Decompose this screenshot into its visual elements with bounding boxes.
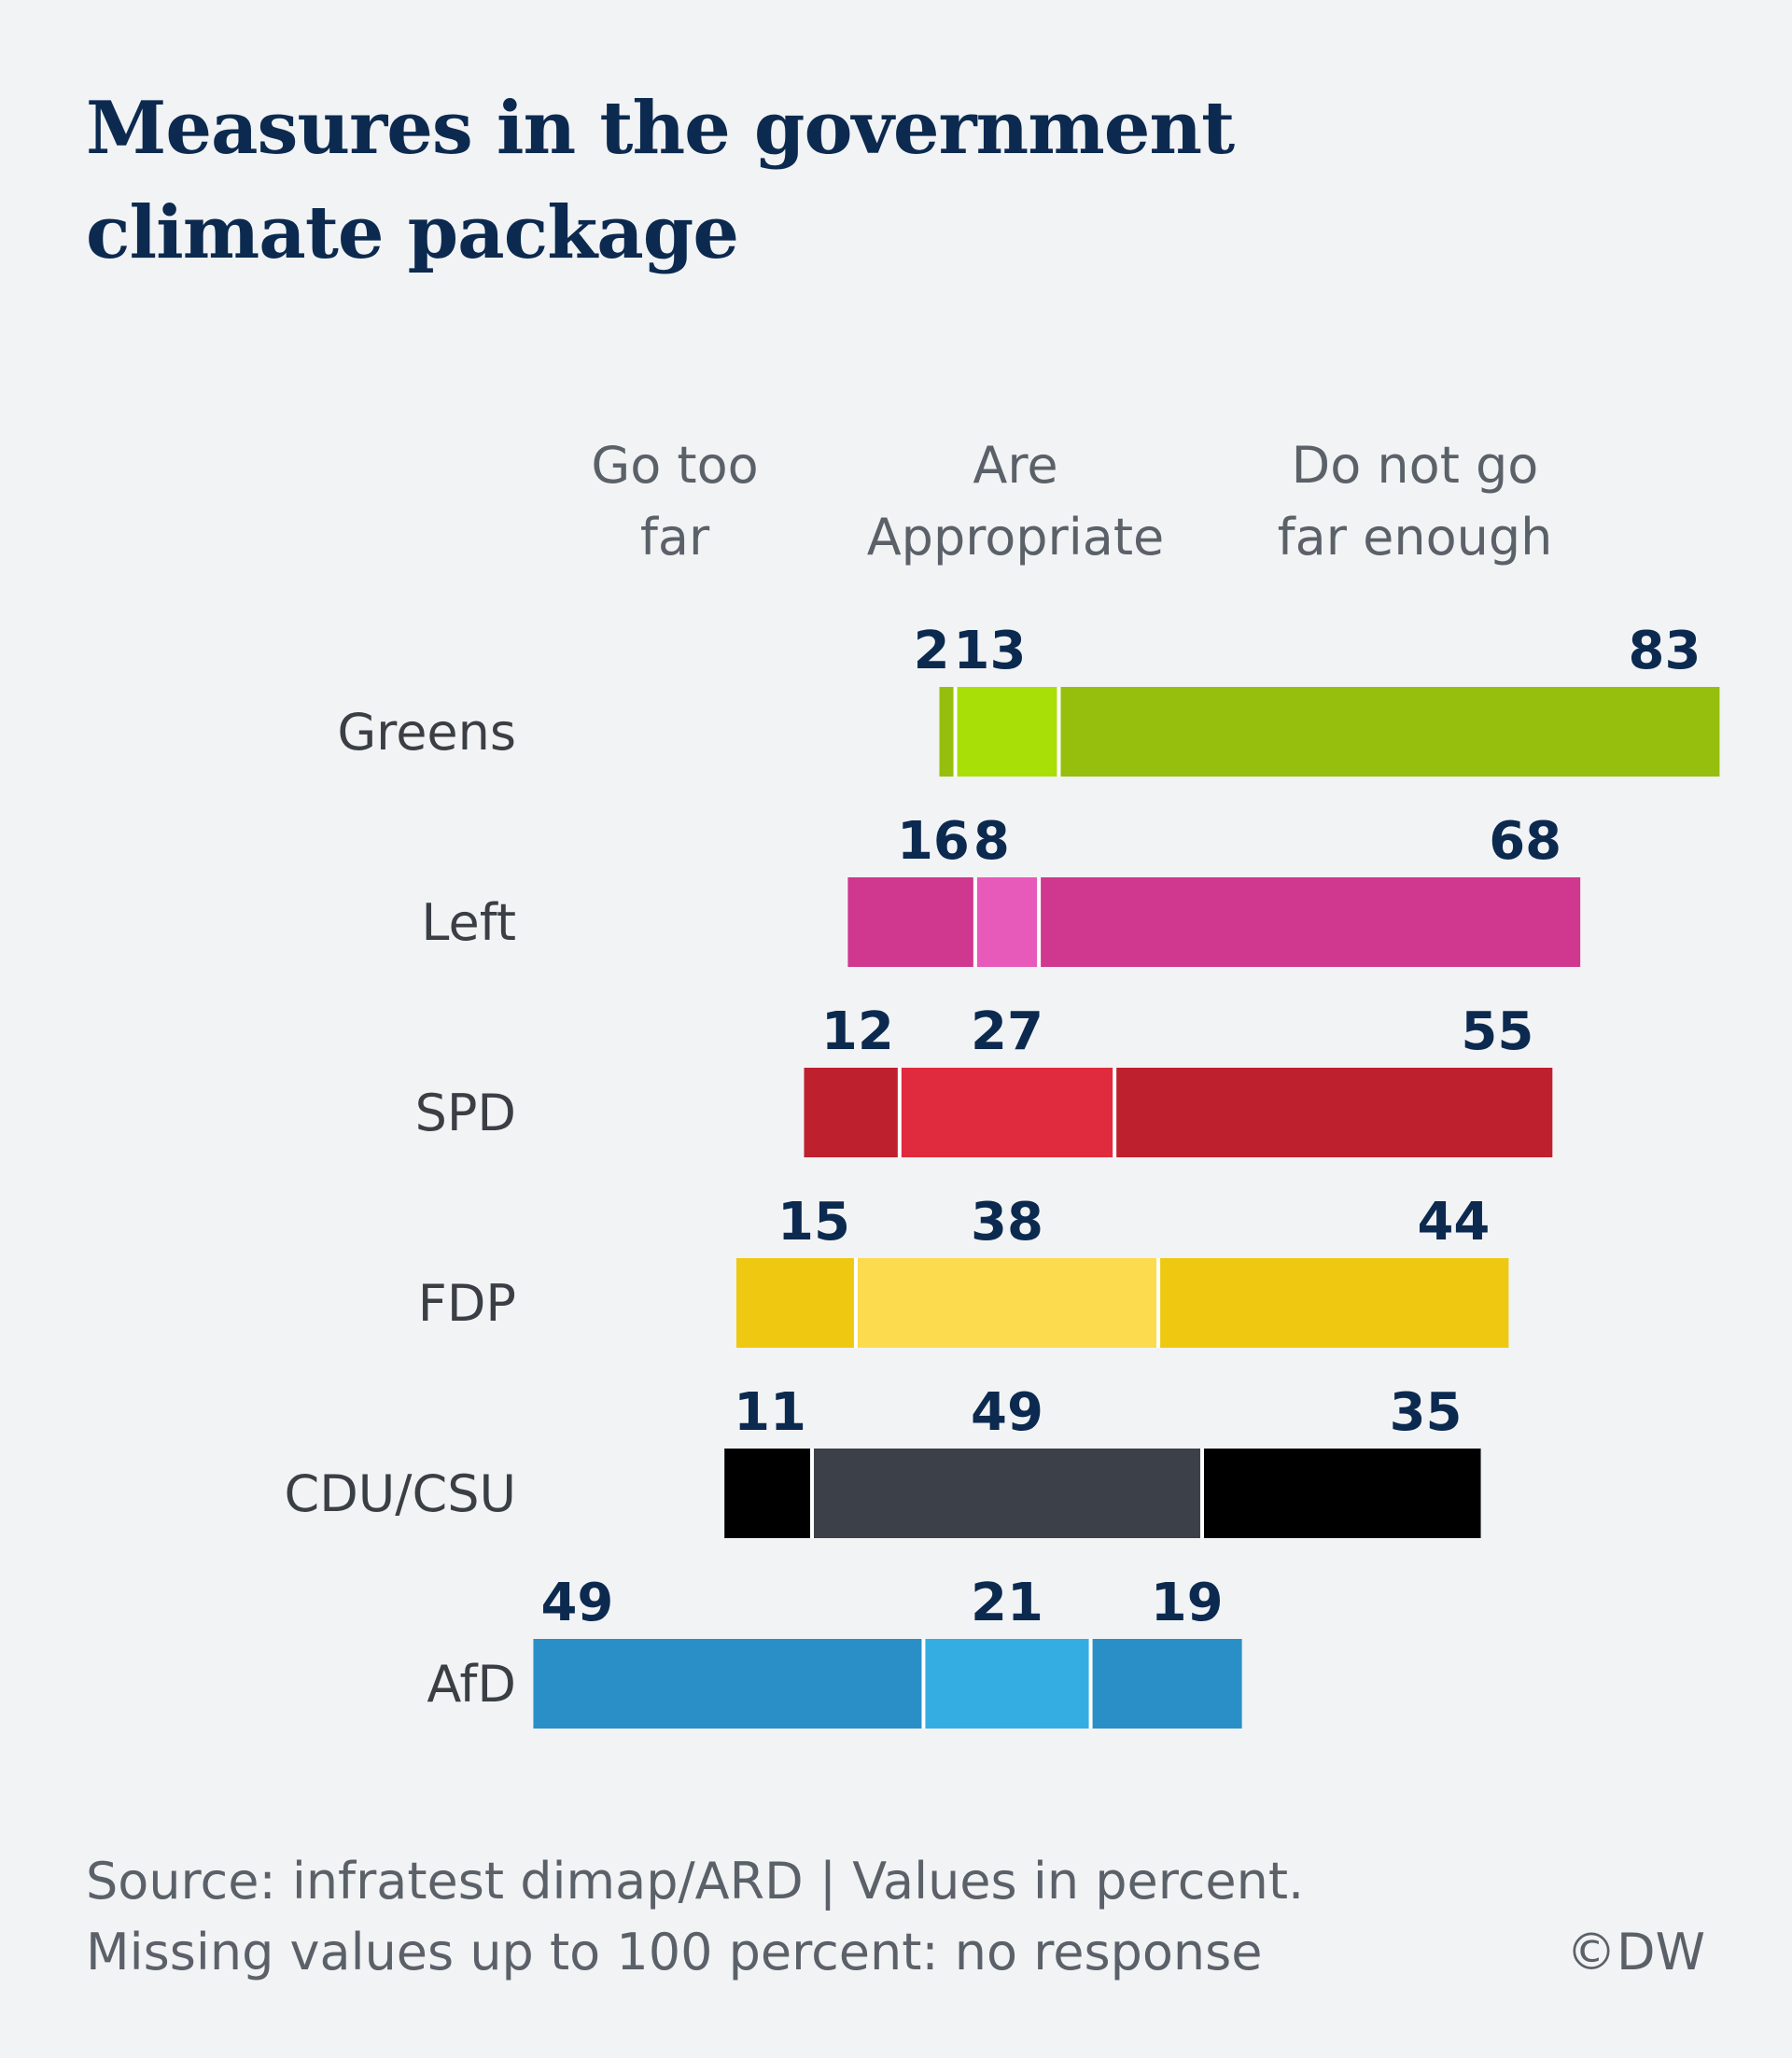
chart-title-line-2: climate package xyxy=(86,190,739,275)
bar-spd-go-too-far xyxy=(804,1068,900,1157)
value-label-fdp-do-not-go-far-enough: 44 xyxy=(1417,1192,1490,1253)
bar-afd-go-too-far xyxy=(533,1639,924,1729)
value-label-spd-go-too-far: 12 xyxy=(821,1001,894,1062)
bar-separator-left-1 xyxy=(973,877,977,967)
bar-greens-go-too-far xyxy=(939,687,956,777)
value-label-fdp-go-too-far: 15 xyxy=(777,1192,850,1253)
dw-credit: ©DW xyxy=(1566,1923,1705,1981)
bar-separator-spd-1 xyxy=(897,1068,902,1157)
value-label-cdu-csu-go-too-far: 11 xyxy=(734,1382,806,1443)
value-label-cdu-csu-are-appropriate: 49 xyxy=(971,1382,1043,1443)
value-label-left-go-too-far: 16 xyxy=(897,811,970,872)
category-label-left: Left xyxy=(421,893,516,952)
bar-fdp-go-too-far xyxy=(735,1258,856,1348)
bar-separator-spd-2 xyxy=(1113,1068,1117,1157)
bar-left-go-too-far xyxy=(847,877,975,967)
chart-title: Measures in the government climate packa… xyxy=(86,77,1486,286)
source-note: Source: infratest dimap/ARD | Values in … xyxy=(86,1852,1305,1911)
bar-spd-are-appropriate xyxy=(899,1068,1115,1157)
bar-spd-do-not-go-far-enough xyxy=(1114,1068,1553,1157)
value-label-afd-do-not-go-far-enough: 19 xyxy=(1151,1573,1224,1633)
value-label-greens-do-not-go-far-enough: 83 xyxy=(1628,621,1701,681)
value-label-cdu-csu-do-not-go-far-enough: 35 xyxy=(1390,1382,1463,1443)
value-label-afd-go-too-far: 49 xyxy=(540,1573,613,1633)
bar-fdp-do-not-go-far-enough xyxy=(1158,1258,1509,1348)
bar-afd-do-not-go-far-enough xyxy=(1090,1639,1242,1729)
bar-left-do-not-go-far-enough xyxy=(1039,877,1581,967)
missing-values-note: Missing values up to 100 percent: no res… xyxy=(86,1923,1263,1981)
bar-separator-cdu-csu-2 xyxy=(1199,1449,1204,1538)
bar-cdu-csu-go-too-far xyxy=(724,1449,813,1538)
bar-separator-greens-2 xyxy=(1057,687,1061,777)
header-do-not-go-far-enough-line-2: far enough xyxy=(1278,508,1553,567)
bar-cdu-csu-do-not-go-far-enough xyxy=(1201,1449,1481,1538)
header-do-not-go-far-enough-line-1: Do not go xyxy=(1292,436,1539,495)
bar-left-are-appropriate xyxy=(974,877,1040,967)
category-label-spd: SPD xyxy=(415,1084,516,1142)
category-label-fdp: FDP xyxy=(418,1274,516,1333)
header-go-too-far-line-1: Go too xyxy=(591,436,758,495)
bar-separator-left-2 xyxy=(1037,877,1042,967)
value-label-greens-are-appropriate: 13 xyxy=(954,621,1027,681)
value-label-spd-are-appropriate: 27 xyxy=(971,1001,1043,1062)
bar-greens-do-not-go-far-enough xyxy=(1058,687,1720,777)
bar-separator-fdp-1 xyxy=(853,1258,858,1348)
bar-afd-are-appropriate xyxy=(923,1639,1091,1729)
chart-title-line-1: Measures in the government xyxy=(86,86,1235,171)
value-label-left-are-appropriate: 8 xyxy=(973,811,1010,872)
header-are-appropriate-line-2: Appropriate xyxy=(867,508,1165,567)
value-label-afd-are-appropriate: 21 xyxy=(971,1573,1043,1633)
bar-cdu-csu-are-appropriate xyxy=(812,1449,1202,1538)
chart-footer: Source: infratest dimap/ARD | Values in … xyxy=(86,1846,1486,1988)
category-label-cdu-csu: CDU/CSU xyxy=(284,1464,516,1523)
header-are-appropriate-line-1: Are xyxy=(973,436,1057,495)
value-label-left-do-not-go-far-enough: 68 xyxy=(1489,811,1561,872)
bar-separator-fdp-2 xyxy=(1156,1258,1161,1348)
bar-separator-greens-1 xyxy=(953,687,958,777)
bar-separator-cdu-csu-1 xyxy=(810,1449,815,1538)
bar-greens-are-appropriate xyxy=(955,687,1059,777)
category-label-greens: Greens xyxy=(337,703,516,762)
header-go-too-far-line-2: far xyxy=(640,508,710,567)
bar-separator-afd-1 xyxy=(921,1639,926,1729)
value-label-fdp-are-appropriate: 38 xyxy=(971,1192,1043,1253)
stacked-bar-chart: Go too far Are Appropriate Do not go far enou… xyxy=(284,436,1720,1729)
bar-separator-afd-2 xyxy=(1088,1639,1093,1729)
category-label-afd: AfD xyxy=(427,1655,516,1714)
value-label-spd-do-not-go-far-enough: 55 xyxy=(1461,1001,1533,1062)
bar-fdp-are-appropriate xyxy=(855,1258,1159,1348)
value-label-greens-go-too-far: 2 xyxy=(914,621,950,681)
